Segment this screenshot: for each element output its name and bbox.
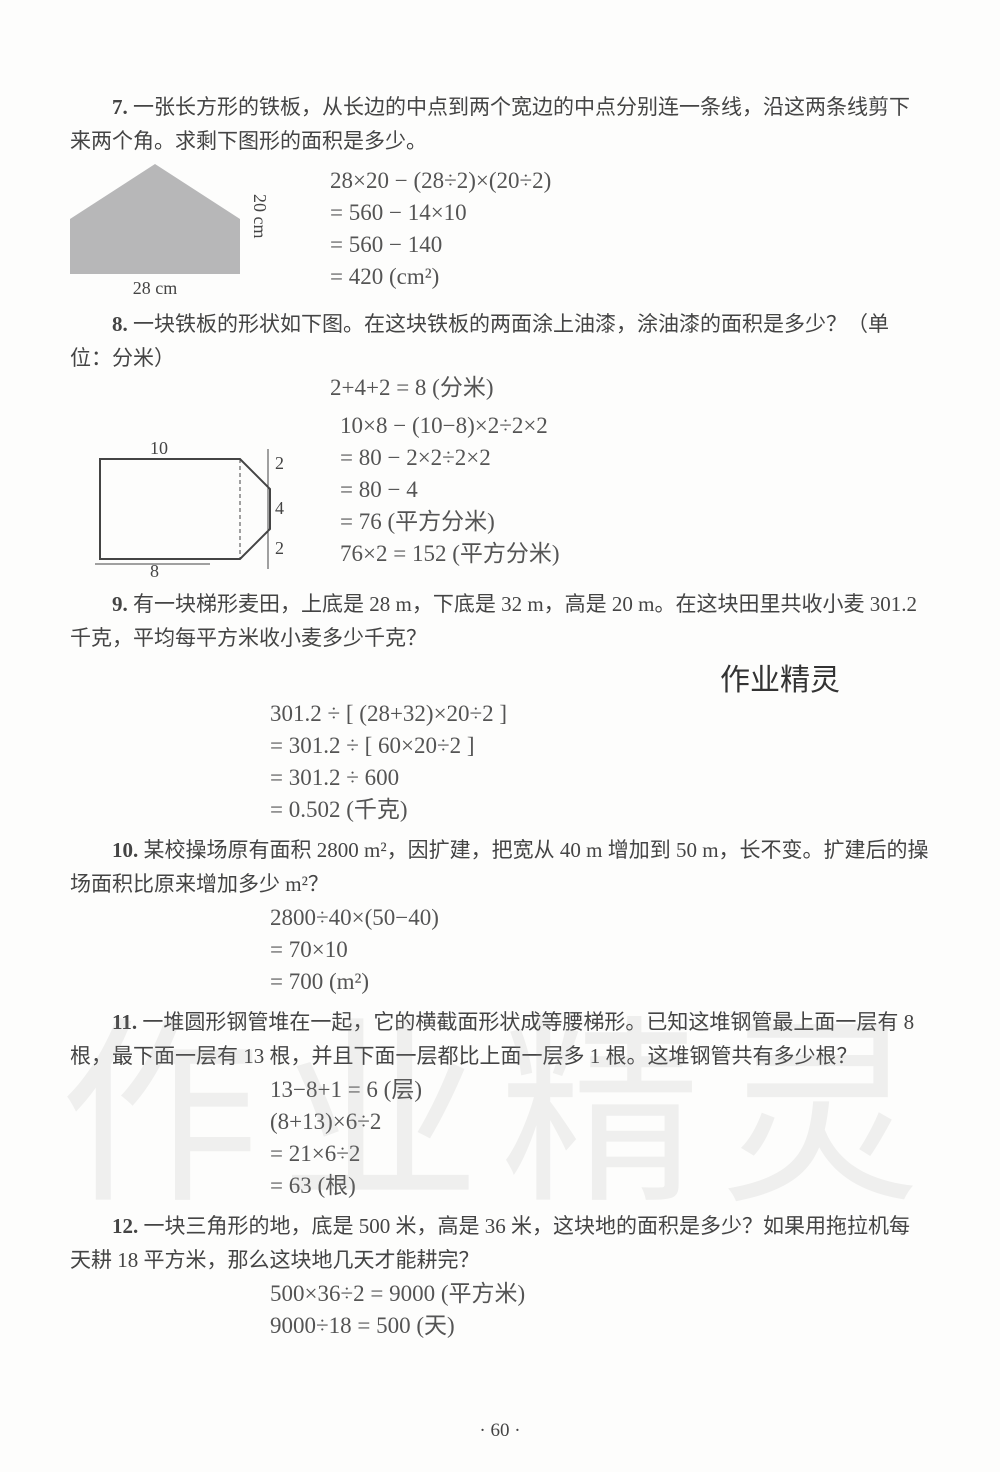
problem-11-text: 11. 一堆圆形钢管堆在一起，它的横截面形状成等腰梯形。已知这堆钢管最上面一层有… <box>70 1005 930 1073</box>
work-line: = 700 (m²) <box>270 967 930 997</box>
problem-8-body: 一块铁板的形状如下图。在这块铁板的两面涂上油漆，涂油漆的面积是多少？（单位：分米… <box>70 312 889 370</box>
work-line: = 70×10 <box>270 935 930 965</box>
problem-9: 9. 有一块梯形麦田，上底是 28 m，下底是 32 m，高是 20 m。在这块… <box>70 587 930 825</box>
work-line: 500×36÷2 = 9000 (平方米) <box>270 1279 930 1309</box>
work-line: 301.2 ÷ [ (28+32)×20÷2 ] <box>270 699 930 729</box>
work-line: 13−8+1 = 6 (层) <box>270 1075 930 1105</box>
problem-9-number: 9. <box>112 592 128 616</box>
work-line: = 0.502 (千克) <box>270 795 930 825</box>
width-label: 28 cm <box>70 278 240 299</box>
problem-9-text: 9. 有一块梯形麦田，上底是 28 m，下底是 32 m，高是 20 m。在这块… <box>70 587 930 655</box>
work-line: 10×8 − (10−8)×2÷2×2 <box>340 411 560 441</box>
problem-12: 12. 一块三角形的地，底是 500 米，高是 36 米，这块地的面积是多少？如… <box>70 1209 930 1341</box>
problem-10-text: 10. 某校操场原有面积 2800 m²，因扩建，把宽从 40 m 增加到 50… <box>70 833 930 901</box>
work-line: = 420 (cm²) <box>330 262 551 292</box>
problem-10-work: 2800÷40×(50−40) = 70×10 = 700 (m²) <box>270 903 930 997</box>
problem-9-body: 有一块梯形麦田，上底是 28 m，下底是 32 m，高是 20 m。在这块田里共… <box>70 592 917 650</box>
work-line: (8+13)×6÷2 <box>270 1107 930 1137</box>
problem-11-body: 一堆圆形钢管堆在一起，它的横截面形状成等腰梯形。已知这堆钢管最上面一层有 8 根… <box>70 1010 914 1068</box>
problem-7-text: 7. 一张长方形的铁板，从长边的中点到两个宽边的中点分别连一条线，沿这两条线剪下… <box>70 90 930 158</box>
problem-9-work: 301.2 ÷ [ (28+32)×20÷2 ] = 301.2 ÷ [ 60×… <box>270 699 930 825</box>
problem-11-work: 13−8+1 = 6 (层) (8+13)×6÷2 = 21×6÷2 = 63 … <box>270 1075 930 1201</box>
lbl-seg1: 2 <box>275 453 284 473</box>
hexagon-outline <box>100 459 270 559</box>
problem-10-body: 某校操场原有面积 2800 m²，因扩建，把宽从 40 m 增加到 50 m，长… <box>70 838 929 896</box>
problem-12-number: 12. <box>112 1214 138 1238</box>
problem-7-diagram: 20 cm 28 cm <box>70 164 270 299</box>
problem-10-number: 10. <box>112 838 138 862</box>
problem-12-work: 500×36÷2 = 9000 (平方米) 9000÷18 = 500 (天) <box>270 1279 930 1341</box>
watermark-small: 作业精灵 <box>720 655 840 699</box>
problem-7-body: 一张长方形的铁板，从长边的中点到两个宽边的中点分别连一条线，沿这两条线剪下来两个… <box>70 95 910 153</box>
lbl-top: 10 <box>150 438 168 458</box>
problem-11-number: 11. <box>112 1010 137 1034</box>
work-line: 76×2 = 152 (平方分米) <box>340 539 560 569</box>
problem-12-body: 一块三角形的地，底是 500 米，高是 36 米，这块地的面积是多少？如果用拖拉… <box>70 1214 910 1272</box>
problem-8-work-top: 2+4+2 = 8 (分米) <box>330 373 930 403</box>
problem-7-number: 7. <box>112 95 128 119</box>
work-line: = 301.2 ÷ [ 60×20÷2 ] <box>270 731 930 761</box>
work-line: = 76 (平方分米) <box>340 507 560 537</box>
work-line: = 560 − 14×10 <box>330 198 551 228</box>
lbl-seg3: 2 <box>275 538 284 558</box>
problem-8: 8. 一块铁板的形状如下图。在这块铁板的两面涂上油漆，涂油漆的面积是多少？（单位… <box>70 307 930 579</box>
work-line: = 21×6÷2 <box>270 1139 930 1169</box>
problem-8-work: 10×8 − (10−8)×2÷2×2 = 80 − 2×2÷2×2 = 80 … <box>340 409 560 571</box>
problem-7: 7. 一张长方形的铁板，从长边的中点到两个宽边的中点分别连一条线，沿这两条线剪下… <box>70 90 930 299</box>
work-line: 28×20 − (28÷2)×(20÷2) <box>330 166 551 196</box>
work-line: 2800÷40×(50−40) <box>270 903 930 933</box>
work-line: = 80 − 4 <box>340 475 560 505</box>
work-line: 9000÷18 = 500 (天) <box>270 1311 930 1341</box>
lbl-seg2: 4 <box>275 498 284 518</box>
work-line: = 63 (根) <box>270 1171 930 1201</box>
height-label: 20 cm <box>249 194 270 239</box>
work-line: = 560 − 140 <box>330 230 551 260</box>
problem-10: 10. 某校操场原有面积 2800 m²，因扩建，把宽从 40 m 增加到 50… <box>70 833 930 997</box>
pentagon-shape: 20 cm <box>70 164 240 274</box>
problem-8-diagram: 10 2 4 2 8 <box>80 419 320 579</box>
problem-11: 11. 一堆圆形钢管堆在一起，它的横截面形状成等腰梯形。已知这堆钢管最上面一层有… <box>70 1005 930 1201</box>
page-number: · 60 · <box>0 1420 1000 1442</box>
work-line: = 301.2 ÷ 600 <box>270 763 930 793</box>
problem-8-text: 8. 一块铁板的形状如下图。在这块铁板的两面涂上油漆，涂油漆的面积是多少？（单位… <box>70 307 930 375</box>
problem-8-number: 8. <box>112 312 128 336</box>
problem-12-text: 12. 一块三角形的地，底是 500 米，高是 36 米，这块地的面积是多少？如… <box>70 1209 930 1277</box>
work-line: = 80 − 2×2÷2×2 <box>340 443 560 473</box>
worksheet-page: 7. 一张长方形的铁板，从长边的中点到两个宽边的中点分别连一条线，沿这两条线剪下… <box>0 0 1000 1472</box>
problem-7-work: 28×20 − (28÷2)×(20÷2) = 560 − 14×10 = 56… <box>330 164 551 294</box>
